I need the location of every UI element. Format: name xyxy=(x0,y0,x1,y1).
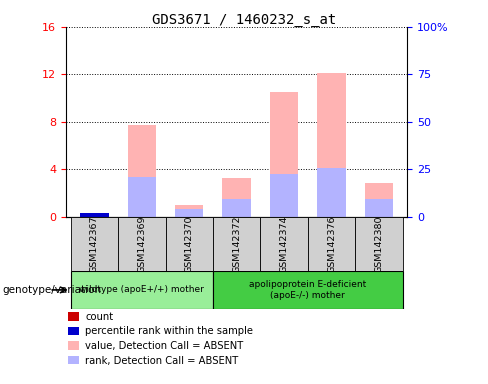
Bar xyxy=(80,214,109,217)
Text: GSM142369: GSM142369 xyxy=(137,215,146,273)
Text: GSM142372: GSM142372 xyxy=(232,215,241,273)
Bar xyxy=(165,217,213,271)
Bar xyxy=(175,205,203,217)
Bar xyxy=(365,199,393,217)
Text: value, Detection Call = ABSENT: value, Detection Call = ABSENT xyxy=(85,341,244,351)
Bar xyxy=(261,217,308,271)
Bar xyxy=(223,199,251,217)
Text: apolipoprotein E-deficient
(apoE-/-) mother: apolipoprotein E-deficient (apoE-/-) mot… xyxy=(249,280,366,300)
Bar xyxy=(175,209,203,217)
Text: count: count xyxy=(85,312,114,322)
Bar xyxy=(127,126,156,217)
Bar xyxy=(270,174,298,217)
Text: wildtype (apoE+/+) mother: wildtype (apoE+/+) mother xyxy=(80,285,204,295)
Bar xyxy=(71,217,118,271)
Text: GDS3671 / 1460232_s_at: GDS3671 / 1460232_s_at xyxy=(152,13,336,27)
Bar xyxy=(317,73,346,217)
Bar xyxy=(223,178,251,217)
Text: GSM142380: GSM142380 xyxy=(374,215,384,273)
Text: GSM142374: GSM142374 xyxy=(280,215,288,273)
Bar xyxy=(270,92,298,217)
Bar xyxy=(127,177,156,217)
Bar xyxy=(317,168,346,217)
Bar xyxy=(213,271,403,309)
Text: GSM142370: GSM142370 xyxy=(185,215,194,273)
Text: rank, Detection Call = ABSENT: rank, Detection Call = ABSENT xyxy=(85,356,239,366)
Text: GSM142376: GSM142376 xyxy=(327,215,336,273)
Bar xyxy=(71,271,213,309)
Bar xyxy=(213,217,261,271)
Text: percentile rank within the sample: percentile rank within the sample xyxy=(85,326,253,336)
Text: genotype/variation: genotype/variation xyxy=(2,285,102,295)
Text: GSM142367: GSM142367 xyxy=(90,215,99,273)
Bar xyxy=(355,217,403,271)
Bar xyxy=(118,217,165,271)
Bar xyxy=(308,217,355,271)
Bar xyxy=(365,182,393,217)
